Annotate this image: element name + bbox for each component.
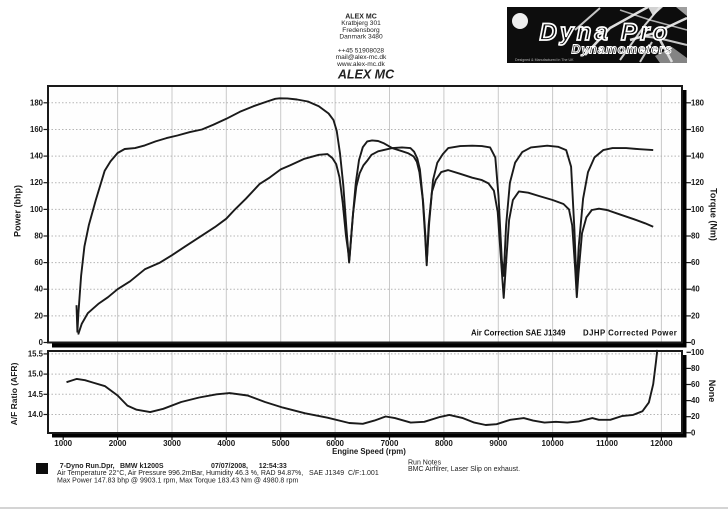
svg-text:1000: 1000 (54, 439, 72, 448)
svg-text:0: 0 (691, 338, 696, 347)
svg-text:Power (bhp): Power (bhp) (13, 185, 23, 237)
svg-text:Dyna Pro: Dyna Pro (540, 19, 671, 46)
svg-text:60: 60 (691, 258, 700, 267)
svg-text:ALEX MC: ALEX MC (337, 68, 395, 82)
svg-text:14.0: 14.0 (28, 410, 44, 419)
svg-text:10000: 10000 (541, 439, 564, 448)
svg-text:80: 80 (34, 232, 43, 241)
svg-text:++45 51908028: ++45 51908028 (338, 47, 385, 54)
svg-text:Kratbjerg 301: Kratbjerg 301 (341, 20, 381, 27)
svg-text:100: 100 (691, 348, 705, 357)
svg-text:Torque (Nm): Torque (Nm) (709, 188, 719, 241)
svg-text:140: 140 (30, 152, 44, 161)
svg-text:BMC Airfilrer, Laser Slip on e: BMC Airfilrer, Laser Slip on exhaust. (408, 466, 520, 473)
svg-text:Fredensborg: Fredensborg (342, 27, 380, 34)
svg-text:11000: 11000 (596, 439, 618, 448)
svg-text:07/07/2008,: 07/07/2008, (211, 463, 248, 470)
svg-text:15.0: 15.0 (28, 370, 44, 379)
svg-text:Max Power 147.83 bhp @ 9903.1: Max Power 147.83 bhp @ 9903.1 rpm, Max T… (57, 477, 298, 484)
svg-text:15.5: 15.5 (28, 349, 44, 358)
svg-text:20: 20 (691, 311, 700, 320)
svg-text:40: 40 (34, 285, 43, 294)
svg-text:Run Notes: Run Notes (408, 460, 442, 467)
svg-text:160: 160 (30, 125, 44, 134)
svg-text:80: 80 (691, 232, 700, 241)
svg-text:4000: 4000 (217, 439, 235, 448)
svg-text:7000: 7000 (381, 439, 399, 448)
svg-text:Dynamometers: Dynamometers (571, 43, 672, 57)
svg-text:160: 160 (691, 125, 705, 134)
svg-text:140: 140 (691, 152, 705, 161)
svg-text:12:54:33: 12:54:33 (259, 463, 287, 470)
svg-text:0: 0 (39, 338, 44, 347)
svg-text:60: 60 (691, 380, 700, 389)
svg-text:Danmark 3480: Danmark 3480 (339, 34, 383, 41)
svg-text:5000: 5000 (272, 439, 290, 448)
svg-text:ALEX MC: ALEX MC (345, 14, 377, 21)
svg-text:14.5: 14.5 (28, 390, 44, 399)
svg-text:120: 120 (30, 178, 44, 187)
svg-text:120: 120 (691, 178, 705, 187)
svg-text:180: 180 (30, 98, 44, 107)
svg-text:Engine Speed (rpm): Engine Speed (rpm) (332, 447, 406, 456)
svg-text:0: 0 (691, 428, 696, 437)
svg-text:20: 20 (691, 412, 700, 421)
svg-text:www.alex-mc.dk: www.alex-mc.dk (336, 61, 385, 68)
svg-text:100: 100 (30, 205, 44, 214)
svg-text:Designed & Manufactured in The: Designed & Manufactured in The UK (515, 58, 574, 62)
svg-text:60: 60 (34, 258, 43, 267)
svg-text:6000: 6000 (326, 439, 344, 448)
svg-text:A/F Ratio (AFR): A/F Ratio (AFR) (9, 362, 19, 425)
svg-text:100: 100 (691, 205, 705, 214)
svg-text:mail@alex-mc.dk: mail@alex-mc.dk (336, 54, 387, 61)
svg-text:DJHP Corrected Power: DJHP Corrected Power (583, 329, 677, 338)
svg-text:Air Temperature 22°C, Air Pres: Air Temperature 22°C, Air Pressure 996.2… (57, 469, 379, 477)
svg-text:20: 20 (34, 311, 43, 320)
svg-text:40: 40 (691, 285, 700, 294)
svg-text:12000: 12000 (650, 439, 673, 448)
svg-text:180: 180 (691, 98, 705, 107)
svg-text:9000: 9000 (489, 439, 507, 448)
svg-text:None: None (707, 380, 717, 403)
svg-text:7-Dyno Run.Dpr,: 7-Dyno Run.Dpr, (60, 463, 115, 470)
svg-text:BMW k1200S: BMW k1200S (120, 463, 164, 470)
svg-text:80: 80 (691, 364, 700, 373)
svg-text:3000: 3000 (163, 439, 181, 448)
svg-text:Air Correction SAE J1349: Air Correction SAE J1349 (471, 329, 566, 338)
svg-text:2000: 2000 (109, 439, 127, 448)
svg-text:40: 40 (691, 396, 700, 405)
svg-text:8000: 8000 (435, 439, 453, 448)
